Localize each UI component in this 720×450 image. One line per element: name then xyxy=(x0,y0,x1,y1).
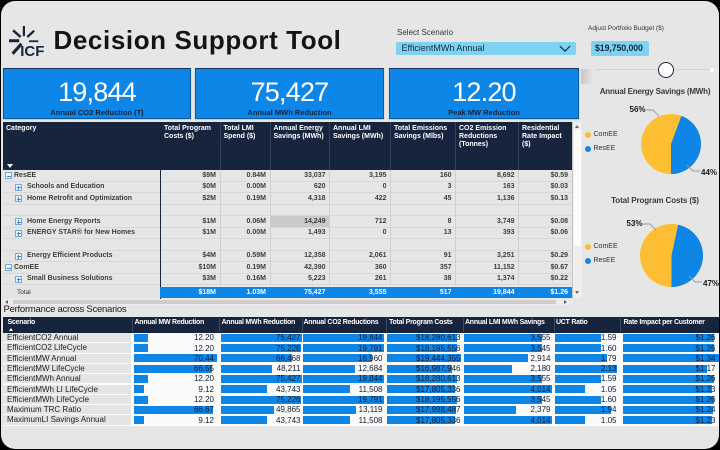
svg-text:ICF: ICF xyxy=(20,43,44,58)
